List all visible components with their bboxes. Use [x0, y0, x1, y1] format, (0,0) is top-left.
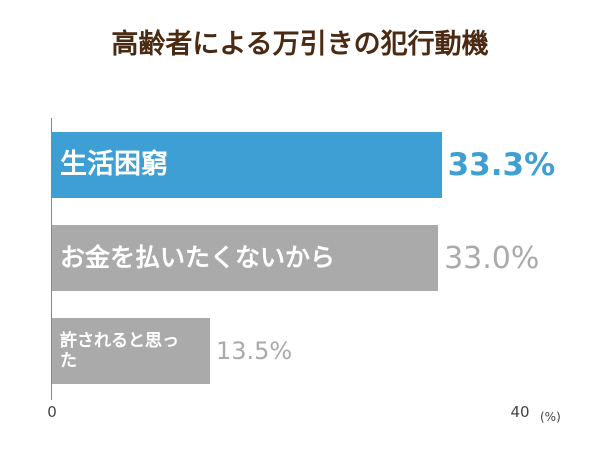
bar — [52, 132, 442, 198]
value-label: 33.3% — [447, 147, 556, 183]
chart-title: 高齢者による万引きの犯行動機 — [111, 29, 489, 60]
x-unit: (%) — [540, 410, 561, 424]
category-label: お金を払いたくないから — [60, 243, 336, 272]
x-tick-label: 0 — [47, 403, 57, 421]
category-label: 許されると思った — [60, 330, 179, 371]
category-label: 生活困窮 — [60, 148, 168, 180]
bar — [52, 225, 439, 291]
x-tick-label: 40 — [510, 403, 530, 421]
bar — [52, 318, 210, 384]
axis-line — [51, 118, 52, 400]
value-label: 13.5% — [215, 337, 293, 365]
value-label: 33.0% — [444, 240, 540, 276]
